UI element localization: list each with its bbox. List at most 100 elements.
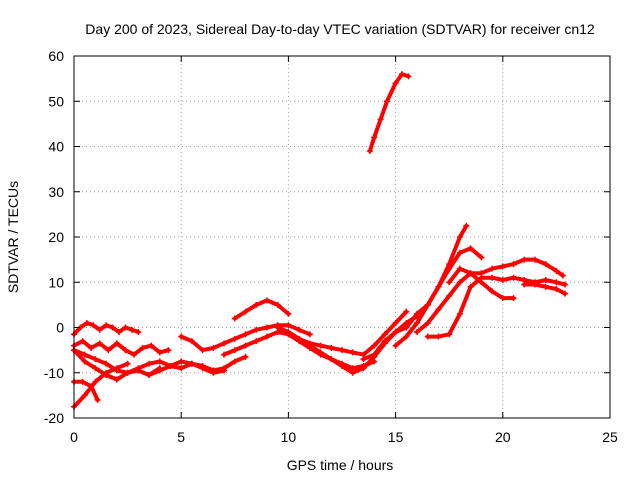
series-sat-h	[178, 322, 313, 354]
series-sat-m	[366, 71, 412, 155]
series-sat-g	[146, 353, 249, 379]
data-point	[103, 360, 110, 367]
data-point	[296, 326, 303, 333]
data-point	[405, 73, 412, 80]
data-point	[366, 148, 373, 155]
data-point	[231, 358, 238, 365]
data-point	[435, 283, 442, 290]
data-point	[414, 319, 421, 326]
data-point	[81, 358, 88, 365]
data-point	[131, 351, 138, 358]
data-point	[489, 265, 496, 272]
data-point	[521, 281, 528, 288]
series-sat-s	[521, 281, 568, 297]
data-point	[435, 333, 442, 340]
data-point	[135, 367, 142, 374]
data-point	[521, 256, 528, 263]
data-point	[446, 279, 453, 286]
y-tick-label-3: 10	[48, 274, 64, 290]
data-point	[135, 329, 142, 336]
data-point	[349, 349, 356, 356]
data-point	[90, 322, 97, 329]
data-point	[88, 383, 95, 390]
series-sat-r	[446, 265, 517, 302]
data-point	[146, 372, 153, 379]
data-point	[165, 347, 172, 354]
data-point	[414, 329, 421, 336]
data-point	[339, 362, 345, 369]
data-point	[231, 315, 238, 322]
data-point	[156, 358, 163, 365]
data-point	[242, 353, 249, 360]
data-point	[94, 396, 101, 403]
axis-ticks: 0 5 10 15 20 25 -20 -10 0 10 20 30 40 50 60	[44, 48, 618, 445]
data-point	[467, 245, 474, 252]
series-line-sat-l	[286, 309, 409, 357]
data-point	[178, 358, 185, 365]
y-tick-label-2: 0	[56, 320, 64, 336]
data-point	[561, 290, 568, 297]
data-point	[263, 333, 270, 340]
data-point	[188, 338, 195, 345]
data-point	[456, 310, 463, 317]
data-point	[210, 367, 217, 374]
data-point	[253, 338, 260, 345]
data-point	[456, 265, 463, 272]
data-point	[317, 349, 324, 356]
data-point	[403, 308, 410, 315]
data-point	[414, 310, 421, 317]
data-point	[435, 306, 442, 313]
data-point	[109, 324, 116, 331]
series-line-sat-g	[147, 354, 248, 377]
data-point	[499, 263, 506, 270]
data-point	[285, 310, 292, 317]
data-point	[221, 365, 228, 372]
data-point	[478, 279, 485, 286]
data-point	[306, 340, 313, 347]
y-axis-label: SDTVAR / TECUs	[5, 181, 21, 293]
data-point	[381, 331, 388, 338]
data-point	[510, 261, 517, 268]
data-point	[360, 356, 367, 363]
data-point	[360, 365, 367, 372]
data-point	[88, 344, 95, 351]
data-point	[499, 295, 506, 302]
data-point	[178, 365, 185, 372]
data-point	[371, 134, 378, 141]
data-point	[274, 301, 281, 308]
series-sat-o	[392, 245, 485, 349]
chart-title: Day 200 of 2023, Sidereal Day-to-day VTE…	[85, 21, 595, 37]
plot-series	[71, 71, 568, 410]
data-point	[371, 342, 378, 349]
data-point	[81, 392, 88, 399]
data-point	[231, 347, 238, 354]
data-point	[371, 351, 378, 358]
data-point	[510, 295, 517, 302]
data-point	[96, 326, 103, 333]
data-point	[403, 324, 410, 331]
data-point	[489, 288, 496, 295]
data-point	[210, 344, 217, 351]
data-point	[79, 378, 86, 385]
data-point	[531, 256, 538, 263]
data-point	[139, 344, 146, 351]
data-point	[242, 308, 249, 315]
data-point	[178, 333, 185, 340]
x-tick-label-0: 0	[70, 429, 78, 445]
series-sat-a	[71, 319, 142, 338]
data-point	[306, 331, 313, 338]
data-point	[83, 319, 90, 326]
data-point	[510, 274, 517, 281]
data-point	[92, 378, 99, 385]
x-tick-label-3: 15	[388, 429, 404, 445]
data-point	[531, 281, 538, 288]
data-point	[285, 322, 292, 329]
series-sat-l	[285, 308, 410, 358]
data-point	[103, 322, 110, 329]
data-point	[188, 360, 195, 367]
data-point	[242, 342, 249, 349]
data-point	[456, 234, 463, 240]
series-line-sat-e	[72, 361, 130, 409]
data-point	[253, 301, 260, 308]
